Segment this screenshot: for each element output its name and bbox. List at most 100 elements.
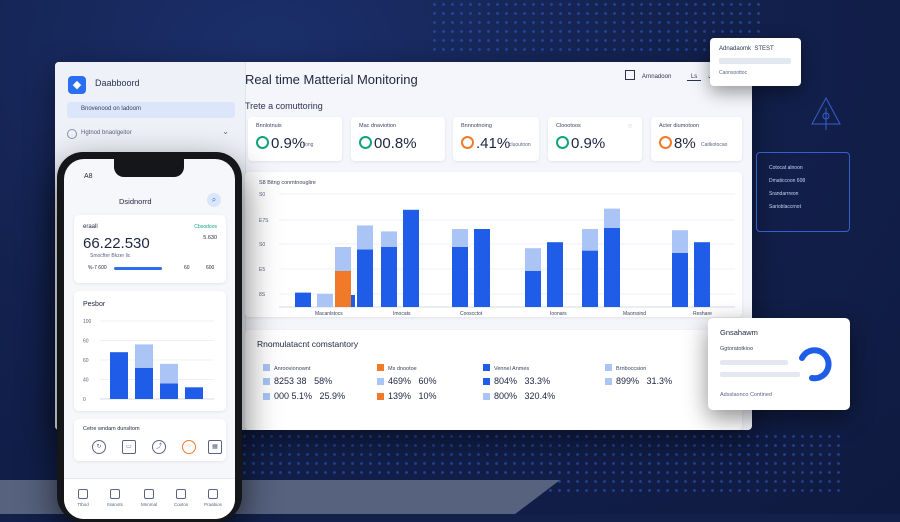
phone-kpi-card[interactable]: eraall Cboodoos 5.630 66.22.530 Smocfter… bbox=[74, 215, 226, 283]
table-row: 800% 320.4% bbox=[483, 391, 593, 406]
chart-title: Pesbor bbox=[83, 301, 106, 308]
kpi-card[interactable]: Bnnlotnuis 0.9% long bbox=[248, 117, 342, 161]
header-label: Arnnadoon bbox=[641, 74, 672, 80]
table-row: 000 5.1% 25.9% bbox=[263, 391, 373, 406]
calendar-icon[interactable] bbox=[624, 70, 635, 80]
nav-item[interactable]: Mnnmal bbox=[138, 489, 160, 507]
dropdown-box[interactable]: Ls bbox=[686, 74, 702, 81]
chart-bar-segment bbox=[672, 230, 688, 253]
chevron-down-icon[interactable]: ⌄ bbox=[222, 127, 229, 136]
bar-chart-panel: S8 Bitng conmtnouglire S0 E7S S0 E5 8S Macanls… bbox=[245, 172, 742, 317]
chart-bar bbox=[547, 242, 563, 307]
dots-icon[interactable]: ⁘ bbox=[182, 440, 196, 454]
table-row: 8253 38 58% bbox=[263, 376, 373, 391]
info-line: Cotocat alnoon bbox=[769, 165, 803, 171]
chart-bar bbox=[110, 352, 128, 399]
chevron-down-icon[interactable]: ⌄ bbox=[707, 74, 712, 80]
gauge-icon bbox=[799, 347, 832, 382]
y-tick-label: E7S bbox=[259, 218, 269, 224]
outline-info-panel: Cotocat alnoon Dmaticcoon 608 Srandarrre… bbox=[756, 152, 850, 232]
dropdown-value: Ls bbox=[690, 74, 698, 80]
kpi-value: .41% bbox=[461, 135, 510, 152]
nav-item[interactable]: Praabios bbox=[202, 489, 224, 507]
main-content: Real time Matterial Monitoring Arnnadoon… bbox=[245, 62, 752, 430]
share-icon[interactable]: ⤴ bbox=[152, 440, 166, 454]
kpi-caption: cluoutoon bbox=[509, 142, 531, 148]
kpi-label: Acter diumotoon bbox=[659, 123, 700, 129]
table-row: 899% 31.3% bbox=[605, 376, 715, 391]
kpi-label: Bnnlotnuis bbox=[256, 123, 282, 129]
phone-actions-card: Cetre wndam dunsltom ↻ ▭ ⤴ ⁘ ▦ bbox=[74, 419, 226, 461]
chart-bar-segment bbox=[135, 344, 153, 368]
chart-bar-segment bbox=[381, 231, 397, 247]
kpi-row: %-7 600 60 600 bbox=[88, 265, 215, 271]
ring-icon bbox=[659, 136, 672, 149]
chart-bar bbox=[160, 383, 178, 399]
chart-bar bbox=[604, 227, 620, 307]
x-tick-label: Reshare bbox=[693, 311, 712, 317]
column-header: Anroovionownt bbox=[263, 364, 373, 376]
y-tick-label: 8S bbox=[259, 292, 266, 298]
kpi-value: 66.22.530 bbox=[83, 235, 150, 252]
sidebar-item-monitor[interactable]: Hgtnod bnaolgeitor ⌄ bbox=[67, 127, 235, 141]
section-title: Cetre wndam dunsltom bbox=[83, 426, 140, 432]
dot-pattern-top bbox=[430, 0, 760, 55]
card-icon[interactable]: ▭ bbox=[122, 440, 136, 454]
home-icon bbox=[78, 489, 88, 499]
signal-icon bbox=[811, 96, 841, 130]
status-time: A8 bbox=[84, 173, 93, 180]
section-title: Trete a comuttoring bbox=[245, 101, 323, 111]
chart-bar-segment bbox=[582, 229, 598, 251]
refresh-icon[interactable]: ↻ bbox=[92, 440, 106, 454]
sidebar-item-selected[interactable]: Bnovenood on ladoom bbox=[67, 102, 235, 118]
card-title: Adnadaomk STEST bbox=[719, 46, 774, 52]
kpi-label: Mac dnaviotion bbox=[359, 123, 396, 129]
sidebar-item-label: Hgtnod bnaolgeitor bbox=[81, 130, 132, 136]
grid-icon[interactable]: ▦ bbox=[208, 440, 222, 454]
kpi-card[interactable]: Cloootoos 0.9% ♡ bbox=[548, 117, 642, 161]
circle-icon bbox=[67, 129, 77, 139]
nav-item[interactable]: Cootos bbox=[170, 489, 192, 507]
floating-summary-card[interactable]: Adnadaomk STEST Caonsoottoc bbox=[710, 38, 801, 86]
kpi-label: Cloootoos bbox=[556, 123, 581, 129]
chart-bar-segment bbox=[335, 247, 351, 271]
kpi-card[interactable]: Bnnnotnoing .41% cluoutoon bbox=[453, 117, 539, 161]
kpi-card[interactable]: Mac dnaviotion 00.8% bbox=[351, 117, 445, 161]
x-tick-label: Maorssind bbox=[623, 311, 646, 317]
summary-table: Rnomulatacnt comstantory 1755 Anrooviono… bbox=[245, 330, 742, 430]
chart-bar bbox=[525, 271, 541, 307]
table-column: Brnboccsion 899% 31.3% bbox=[605, 364, 715, 391]
app-logo-icon[interactable]: ◆ bbox=[68, 76, 86, 94]
wrench-icon bbox=[144, 489, 154, 499]
ring-icon bbox=[461, 136, 474, 149]
search-icon[interactable]: ⌕ bbox=[207, 193, 221, 207]
chart-bar-segment bbox=[525, 248, 541, 271]
gauge-card[interactable]: Gnsahawm Ggtoratotkioo Adsslaonco Contin… bbox=[708, 318, 850, 410]
table-title: Rnomulatacnt comstantory bbox=[257, 339, 359, 349]
info-line: Dmaticcoon 608 bbox=[769, 178, 806, 184]
card-caption: Caonsoottoc bbox=[719, 70, 748, 76]
placeholder-bar bbox=[720, 372, 800, 377]
placeholder-bar bbox=[719, 58, 791, 64]
column-header: Vennel Anmes bbox=[483, 364, 593, 376]
bottom-nav: Ttbod Itsanots Mnnmal Cootos Praabios bbox=[64, 478, 235, 519]
header-controls: Arnnadoon Ls ⌄ bbox=[624, 70, 712, 81]
ring-icon bbox=[556, 136, 569, 149]
chart-bar bbox=[694, 242, 710, 307]
heart-icon[interactable]: ♡ bbox=[628, 124, 633, 130]
nav-item[interactable]: Ttbod bbox=[72, 489, 94, 507]
chart-bar bbox=[582, 250, 598, 307]
chart-bar-segment bbox=[357, 225, 373, 250]
kpi-right-value: 5.630 bbox=[203, 235, 217, 241]
kpi-value: 00.8% bbox=[359, 135, 417, 152]
chart-bar bbox=[135, 367, 153, 399]
nav-item[interactable]: Itsanots bbox=[104, 489, 126, 507]
y-tick-label: S0 bbox=[259, 242, 265, 248]
settings-icon bbox=[208, 489, 218, 499]
kpi-caption: Smocfter Bkzer lic bbox=[90, 253, 131, 259]
kpi-card[interactable]: Acter diumotoon 8% Caitkotocao bbox=[651, 117, 742, 161]
phone-notch bbox=[114, 159, 184, 177]
phone-screen: A8 Dsidnorrd ⌕ eraall Cboodoos 5.630 66.… bbox=[64, 159, 235, 519]
chart-bar bbox=[672, 253, 688, 307]
y-tick-label: E5 bbox=[259, 267, 265, 273]
